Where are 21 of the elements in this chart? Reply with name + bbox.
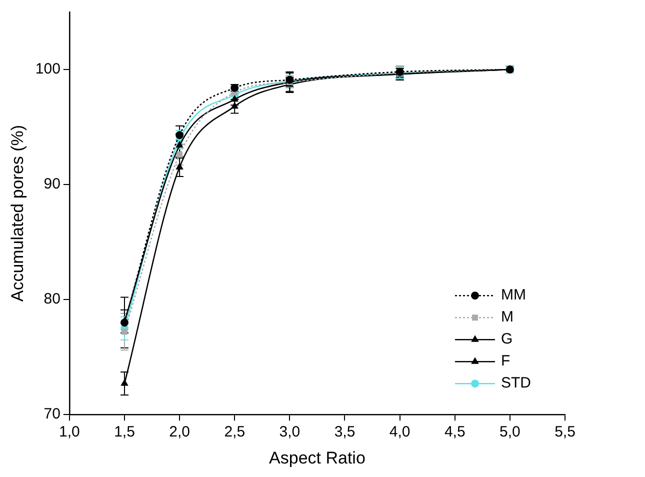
legend-label: MM [501,286,526,304]
y-tick-label: 80 [44,290,60,308]
x-tick-label: 2,0 [169,424,190,441]
x-axis-title: Aspect Ratio [269,448,366,468]
y-axis-title: Accumulated pores (%) [8,124,27,302]
legend-label: M [501,308,514,326]
x-tick-label: 5,5 [554,424,576,441]
y-tick-label: 90 [44,176,60,193]
x-tick-label: 4,0 [389,424,410,441]
x-tick-label: 3,5 [334,424,356,441]
y-tick-label: 70 [44,406,60,423]
legend-label: G [501,330,513,348]
legend-label: F [501,352,510,370]
legend-label: STD [501,374,532,392]
y-tick-label: 100 [35,60,60,78]
x-tick-label: 5,0 [500,424,520,441]
x-tick-label: 3,0 [279,424,300,441]
x-tick-label: 2,5 [224,424,246,441]
x-tick-label: 4,5 [444,424,466,441]
x-tick-label: 1,5 [114,424,135,441]
x-tick-label: 1,0 [58,424,80,441]
